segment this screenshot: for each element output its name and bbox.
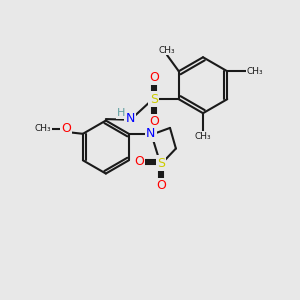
Text: H: H (117, 108, 125, 118)
Text: O: O (61, 122, 71, 135)
Text: O: O (149, 70, 159, 84)
Text: CH₃: CH₃ (247, 67, 263, 76)
Text: CH₃: CH₃ (34, 124, 51, 133)
Text: CH₃: CH₃ (195, 132, 211, 141)
Text: O: O (156, 179, 166, 192)
Text: CH₃: CH₃ (158, 46, 175, 55)
Text: S: S (157, 157, 165, 170)
Text: O: O (149, 115, 159, 128)
Text: N: N (125, 112, 135, 125)
Text: N: N (146, 127, 156, 140)
Text: S: S (150, 93, 158, 106)
Text: O: O (134, 155, 144, 168)
